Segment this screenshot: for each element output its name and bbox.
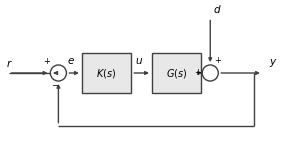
- Text: $K(s)$: $K(s)$: [96, 66, 117, 80]
- Text: $y$: $y$: [269, 57, 277, 69]
- Text: $d$: $d$: [213, 3, 222, 15]
- Text: +: +: [44, 57, 51, 66]
- Text: +: +: [214, 56, 221, 65]
- Text: $e$: $e$: [67, 56, 75, 66]
- Text: −: −: [51, 81, 58, 90]
- Bar: [152, 53, 201, 93]
- Text: +: +: [194, 68, 201, 77]
- Ellipse shape: [51, 65, 67, 81]
- Bar: [82, 53, 131, 93]
- Text: $r$: $r$: [6, 58, 13, 69]
- Ellipse shape: [202, 65, 218, 81]
- Text: $u$: $u$: [135, 56, 143, 66]
- Text: $G(s)$: $G(s)$: [166, 66, 187, 80]
